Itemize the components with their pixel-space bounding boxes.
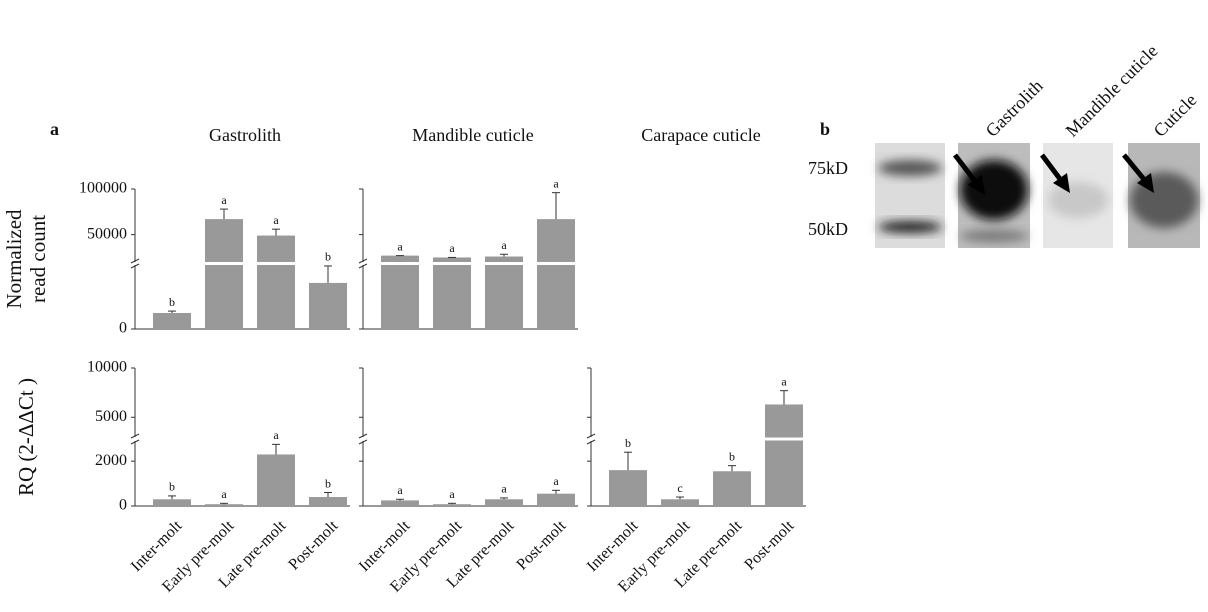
panel-title: Mandible cuticle — [412, 125, 533, 145]
y-tick-label: 5000 — [95, 408, 127, 425]
lane-label: Gastrolith — [982, 76, 1047, 141]
panel-label: b — [820, 119, 830, 139]
y-axis-label: read count — [26, 215, 50, 303]
significance-letter: a — [553, 176, 559, 190]
x-tick-label: Post-molt — [513, 517, 569, 573]
bar — [713, 471, 751, 506]
bar — [309, 283, 347, 329]
bar — [765, 404, 803, 506]
significance-letter: a — [221, 193, 227, 207]
significance-letter: a — [273, 213, 279, 227]
significance-letter: a — [553, 474, 559, 488]
significance-letter: a — [221, 487, 227, 501]
bar — [309, 497, 347, 506]
page: body { margin: 0; background: #fff; font… — [0, 0, 1208, 612]
significance-letter: a — [501, 238, 507, 252]
significance-letter: a — [781, 374, 787, 388]
bar — [381, 500, 419, 506]
significance-letter: b — [325, 250, 331, 264]
y-axis-label: RQ (2-ΔΔCt ) — [14, 378, 38, 496]
bar — [661, 499, 699, 506]
significance-letter: b — [325, 476, 331, 490]
bar — [485, 257, 523, 329]
y-tick-label: 10000 — [87, 359, 127, 376]
bar — [381, 256, 419, 329]
significance-letter: b — [169, 295, 175, 309]
lane-label: Mandible cuticle — [1062, 41, 1162, 141]
significance-letter: b — [169, 480, 175, 494]
bar — [257, 454, 295, 506]
y-axis-label: Normalized — [2, 209, 26, 309]
x-tick-label: Post-molt — [285, 517, 341, 573]
y-tick-label: 0 — [119, 497, 127, 514]
significance-letter: a — [273, 428, 279, 442]
figure: a b 75kD 50kD Gastrolith Mandible cuticl… — [0, 0, 1208, 612]
lane-label: Cuticle — [1150, 90, 1201, 141]
bar — [153, 313, 191, 329]
blot-image — [875, 143, 1200, 248]
bar — [433, 257, 471, 329]
y-tick-label: 100000 — [79, 180, 127, 197]
bar — [537, 494, 575, 506]
body: {"panel_label":"a", "chart_data":[ {"typ… — [0, 0, 1208, 612]
y-tick-label: 50000 — [87, 225, 127, 242]
y-tick-label: 0 — [119, 320, 127, 337]
bar — [537, 219, 575, 329]
x-tick-label: Post-molt — [741, 517, 797, 573]
bar — [205, 219, 243, 329]
significance-letter: a — [397, 239, 403, 253]
marker-label: 75kD — [808, 158, 848, 178]
significance-letter: a — [397, 483, 403, 497]
bar — [609, 470, 647, 506]
marker-label: 50kD — [808, 219, 848, 239]
bar — [257, 236, 295, 329]
bar — [153, 499, 191, 506]
significance-letter: b — [729, 449, 735, 463]
bar — [205, 504, 243, 506]
y-tick-label: 2000 — [95, 452, 127, 469]
panel-title: Gastrolith — [209, 125, 281, 145]
bar — [433, 504, 471, 506]
significance-letter: a — [449, 487, 455, 501]
panel-title: Carapace cuticle — [641, 125, 760, 145]
significance-letter: c — [677, 481, 682, 495]
panel-label: a — [50, 119, 59, 139]
significance-letter: a — [449, 241, 455, 255]
significance-letter: a — [501, 482, 507, 496]
significance-letter: b — [625, 436, 631, 450]
bar — [485, 499, 523, 506]
